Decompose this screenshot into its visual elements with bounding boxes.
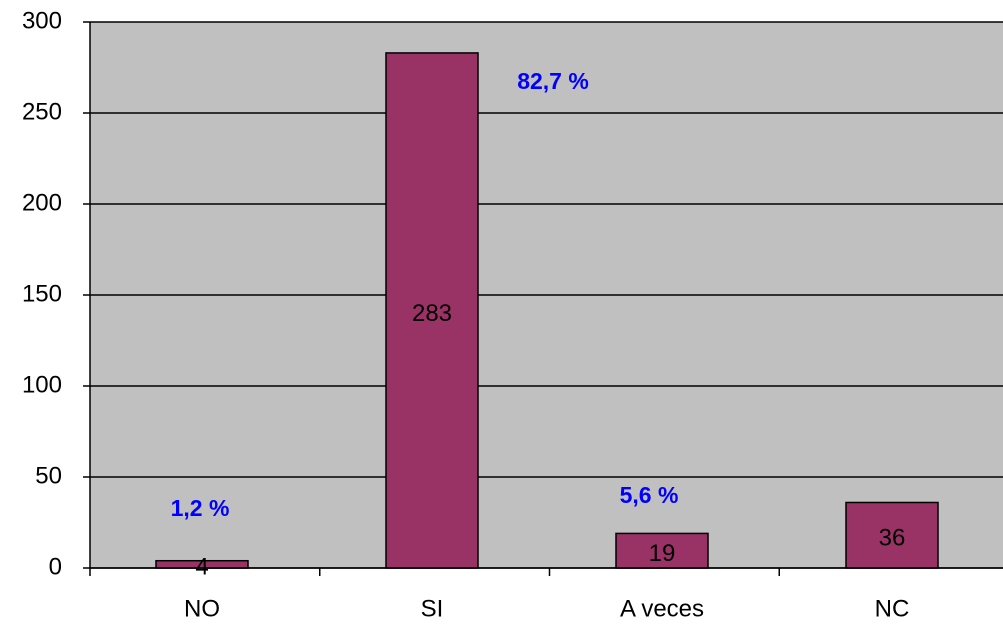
- value-label: 19: [649, 540, 676, 567]
- y-tick-label: 200: [22, 189, 62, 216]
- y-tick-label: 300: [22, 7, 62, 34]
- annotation: 82,7 %: [517, 68, 589, 94]
- value-label: 36: [879, 525, 906, 552]
- x-tick-label: A veces: [620, 595, 704, 622]
- bar: [615, 532, 709, 569]
- bar: [385, 52, 479, 569]
- annotation: 1,2 %: [171, 495, 230, 521]
- annotation: 5,6 %: [620, 482, 679, 508]
- y-tick-label: 100: [22, 371, 62, 398]
- y-tick-label: 150: [22, 280, 62, 307]
- value-label: 4: [195, 554, 208, 581]
- value-label: 283: [412, 300, 452, 327]
- x-tick-label: SI: [421, 595, 444, 622]
- y-tick-label: 250: [22, 98, 62, 125]
- x-tick-label: NC: [875, 595, 910, 622]
- y-tick-label: 50: [35, 462, 62, 489]
- y-tick-label: 0: [49, 553, 62, 580]
- x-tick-label: NO: [184, 595, 220, 622]
